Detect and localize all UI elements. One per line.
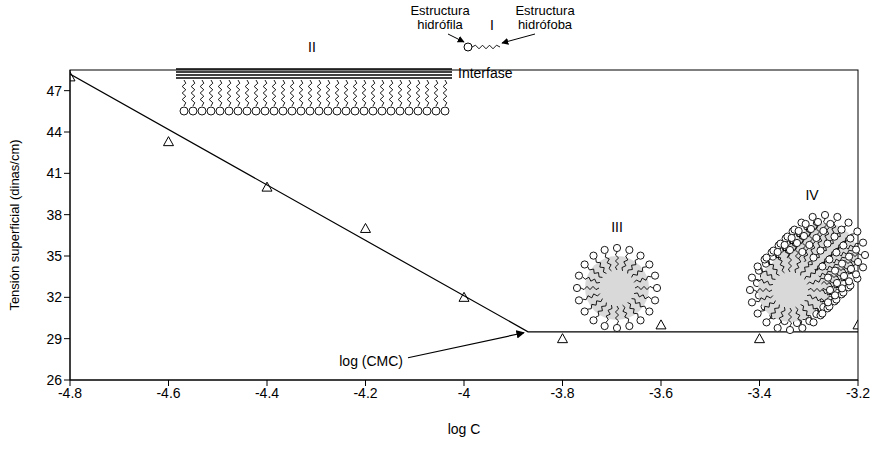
svg-text:II: II: [308, 39, 316, 55]
svg-text:IV: IV: [805, 187, 819, 203]
svg-text:log C: log C: [448, 421, 481, 437]
svg-text:III: III: [611, 219, 623, 235]
svg-text:Estructurahidrófoba: Estructurahidrófoba: [515, 3, 575, 32]
svg-text:-4.6: -4.6: [156, 385, 180, 401]
svg-text:32: 32: [46, 289, 62, 305]
svg-text:26: 26: [46, 372, 62, 388]
svg-text:-3.2: -3.2: [846, 385, 870, 401]
svg-text:-4.8: -4.8: [57, 384, 83, 401]
svg-text:I: I: [490, 17, 494, 33]
svg-text:Estructurahidrófila: Estructurahidrófila: [410, 3, 470, 32]
svg-text:38: 38: [46, 207, 62, 223]
svg-text:44: 44: [46, 124, 62, 140]
svg-text:-3.6: -3.6: [649, 385, 673, 401]
svg-text:-4.2: -4.2: [353, 385, 377, 401]
svg-text:-4.4: -4.4: [255, 385, 279, 401]
svg-text:-3.8: -3.8: [550, 385, 574, 401]
svg-text:29: 29: [46, 331, 62, 347]
svg-text:Tensión superficial (dinas/cm): Tensión superficial (dinas/cm): [7, 139, 22, 310]
svg-text:47: 47: [46, 83, 62, 99]
svg-text:Interfase: Interfase: [458, 65, 513, 81]
svg-text:41: 41: [46, 165, 62, 181]
svg-text:log (CMC): log (CMC): [339, 353, 403, 369]
svg-text:35: 35: [46, 248, 62, 264]
svg-text:-3.4: -3.4: [747, 385, 771, 401]
svg-text:-4: -4: [458, 385, 471, 401]
